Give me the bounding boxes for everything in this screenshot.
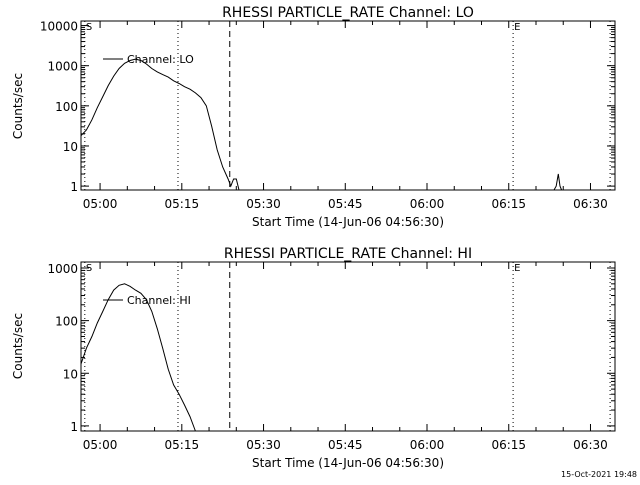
legend-label: Channel: HI — [127, 294, 191, 307]
y-tick-label: 1 — [70, 180, 78, 194]
marker-label: E — [514, 263, 520, 274]
x-tick-label: 06:00 — [410, 197, 445, 211]
chart-title: RHESSI PARTICLE_RATE Channel: HI — [224, 246, 472, 262]
legend-label: Channel: LO — [127, 53, 194, 66]
x-axis-label: Start Time (14-Jun-06 04:56:30) — [252, 215, 444, 229]
series-line — [553, 173, 563, 191]
x-tick-label: 05:30 — [246, 197, 281, 211]
x-tick-label: 06:15 — [491, 438, 526, 452]
marker-label: S — [86, 263, 92, 274]
x-tick-label: 05:15 — [165, 197, 200, 211]
x-axis-label: Start Time (14-Jun-06 04:56:30) — [252, 456, 444, 470]
y-tick-label: 100 — [55, 100, 78, 114]
chart-title: RHESSI PARTICLE_RATE Channel: LO — [222, 5, 474, 21]
footer-timestamp: 15-Oct-2021 19:48 — [561, 470, 637, 479]
x-tick-label: 05:45 — [328, 197, 363, 211]
series-line — [80, 58, 240, 191]
y-tick-label: 10 — [63, 140, 78, 154]
plot-frame — [80, 20, 616, 191]
panel-lo: RHESSI PARTICLE_RATE Channel: LO 05:00 05:… — [11, 5, 616, 229]
y-tick-label: 100 — [55, 315, 78, 329]
y-tick-label: 1000 — [47, 262, 78, 276]
marker-label: S — [86, 22, 92, 33]
y-tick-label: 10 — [63, 367, 78, 381]
y-axis-label: Counts/sec — [11, 313, 25, 379]
x-tick-label: 06:30 — [573, 197, 608, 211]
x-tick-label: 05:00 — [83, 438, 118, 452]
x-tick-label: 05:15 — [165, 438, 200, 452]
marker-label: E — [514, 22, 520, 33]
y-tick-label: 1000 — [47, 60, 78, 74]
x-tick-label: 05:30 — [246, 438, 281, 452]
x-tick-label: 05:00 — [83, 197, 118, 211]
x-tick-label: 06:15 — [491, 197, 526, 211]
y-tick-label: 1 — [70, 420, 78, 434]
plot-frame — [80, 261, 616, 432]
panel-hi: RHESSI PARTICLE_RATE Channel: HI 05:00 05:… — [11, 246, 616, 470]
x-tick-label: 06:30 — [573, 438, 608, 452]
y-axis-label: Counts/sec — [11, 73, 25, 139]
y-tick-label: 10000 — [40, 20, 78, 34]
x-tick-label: 05:45 — [328, 438, 363, 452]
x-tick-label: 06:00 — [410, 438, 445, 452]
series-line — [80, 283, 196, 432]
